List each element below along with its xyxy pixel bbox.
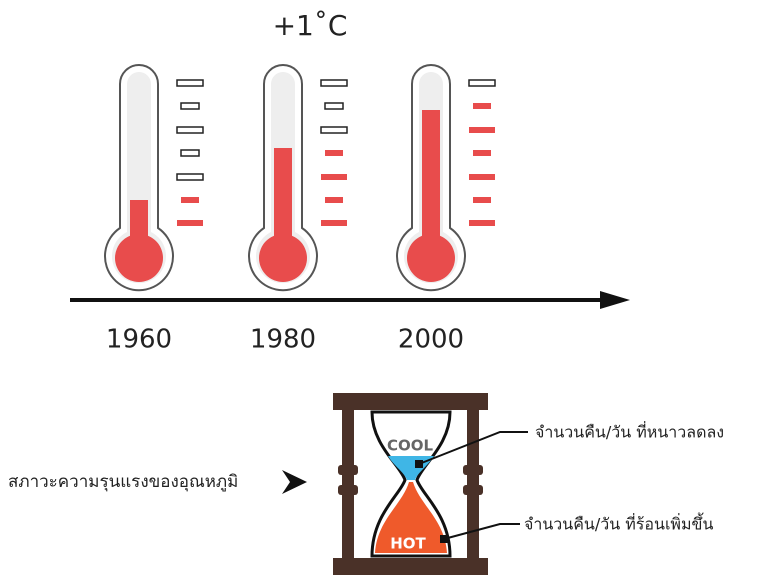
thermometer-tube xyxy=(112,72,167,284)
left-label: สภาวะความรุนแรงของอุณหภูมิ xyxy=(8,472,238,492)
mercury-column xyxy=(422,110,440,250)
mercury-column xyxy=(274,148,292,250)
callout-line xyxy=(418,431,528,465)
scale-tick xyxy=(468,79,496,87)
hourglass: COOL HOT xyxy=(333,393,528,575)
scale-tick xyxy=(177,220,203,226)
scale-tick xyxy=(321,174,347,180)
post-knob xyxy=(463,485,483,495)
scale-tick xyxy=(469,127,495,133)
scale-tick xyxy=(321,220,347,226)
hourglass-post xyxy=(342,410,354,558)
callout-line xyxy=(443,523,520,540)
cool-label: COOL xyxy=(387,437,434,455)
hourglass-top xyxy=(333,393,488,410)
scale-tick xyxy=(325,150,343,156)
scale-tick xyxy=(176,79,204,87)
scale-tick xyxy=(469,174,495,180)
scale-tick xyxy=(473,197,491,203)
mercury-bulb xyxy=(407,234,455,282)
post-knob xyxy=(463,465,483,475)
hot-label: HOT xyxy=(390,535,426,553)
scale-tick xyxy=(473,103,491,109)
post-knob xyxy=(338,465,358,475)
axis-arrow xyxy=(600,291,630,309)
post-knob xyxy=(338,485,358,495)
callout-text: จำนวนคืน/วัน ที่ร้อนเพิ่มขึ้น xyxy=(524,513,713,534)
scale-tick xyxy=(181,197,199,203)
scale-tick xyxy=(180,149,200,157)
hourglass-post xyxy=(467,410,479,558)
scale-tick xyxy=(469,220,495,226)
year-label: 1960 xyxy=(106,325,172,355)
thermometers: 1960 1980 2000 xyxy=(104,64,496,355)
hot-sand xyxy=(375,482,447,553)
scale-tick xyxy=(324,102,344,110)
scale-tick xyxy=(320,126,348,134)
year-label: 1980 xyxy=(250,325,316,355)
scale-tick xyxy=(325,197,343,203)
year-label: 2000 xyxy=(398,325,464,355)
pointer-arrow xyxy=(282,470,307,494)
mercury-bulb xyxy=(115,234,163,282)
scale-tick xyxy=(180,102,200,110)
scale-tick xyxy=(176,126,204,134)
title: +1˚C xyxy=(273,9,348,42)
scale-tick xyxy=(473,150,491,156)
mercury-bulb xyxy=(259,234,307,282)
scale-tick xyxy=(320,79,348,87)
scale-tick xyxy=(176,173,204,181)
cool-sand xyxy=(388,456,434,480)
hourglass-bottom xyxy=(333,558,488,575)
callout-text: จำนวนคืน/วัน ที่หนาวลดลง xyxy=(535,421,724,442)
